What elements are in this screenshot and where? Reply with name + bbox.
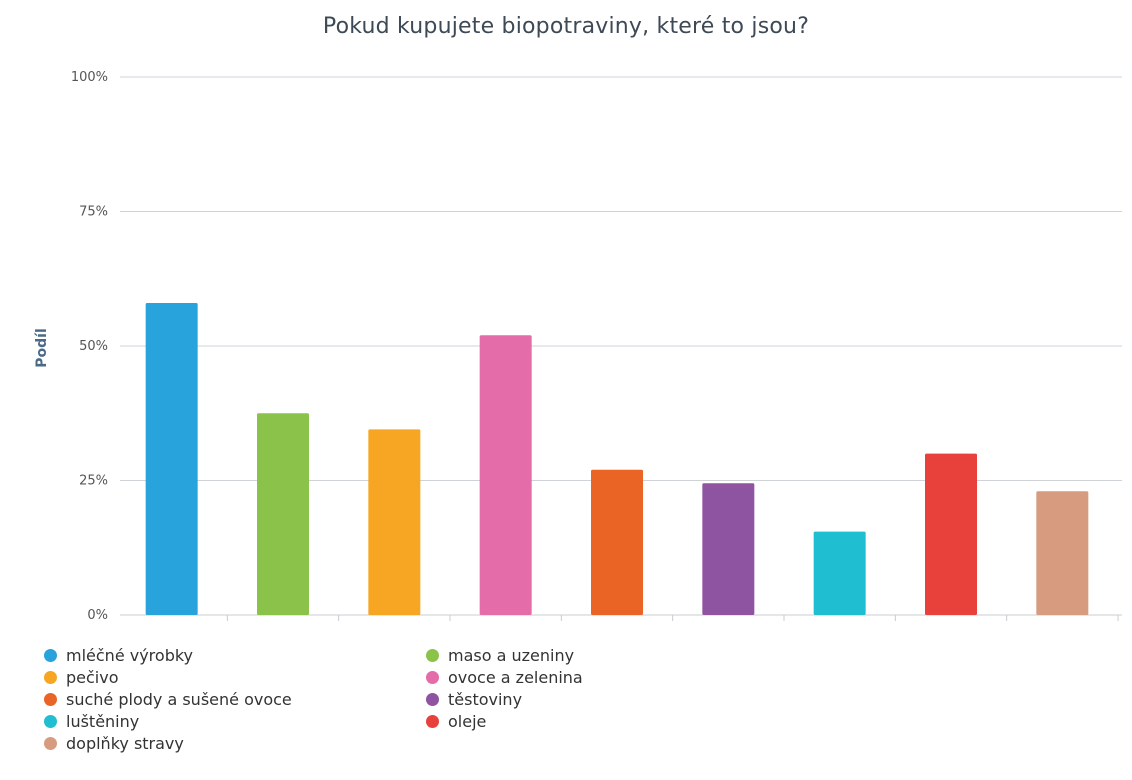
legend-label: luštěniny (66, 711, 140, 731)
bar-8[interactable]: oleje (925, 453, 977, 615)
bar-2[interactable]: maso a uzeniny (257, 413, 309, 615)
legend-item[interactable]: mléčné výrobky (44, 644, 426, 666)
legend-item[interactable]: maso a uzeniny (426, 644, 664, 666)
legend-marker-icon (44, 648, 57, 662)
bar-4[interactable]: ovoce a zelenina (479, 335, 532, 615)
y-tick-label: 25% (79, 474, 108, 489)
legend-marker-icon (44, 736, 57, 750)
legend-label: těstoviny (448, 689, 523, 709)
bar-5[interactable]: suché plody a sušené ovoce (591, 469, 643, 615)
bar-1[interactable]: mléčné výrobky (145, 302, 198, 615)
y-axis-title: Podíl (34, 328, 50, 368)
legend-item[interactable]: doplňky stravy (44, 732, 426, 754)
legend-marker-icon (44, 670, 57, 684)
legend-label: ovoce a zelenina (448, 667, 583, 687)
legend-label: pečivo (66, 667, 119, 687)
bar-6[interactable]: těstoviny (702, 483, 755, 615)
y-tick-label: 100% (71, 70, 108, 85)
legend-item[interactable]: těstoviny (426, 688, 664, 710)
legend-marker-icon (426, 692, 439, 706)
bar-9[interactable]: doplňky stravy (1036, 491, 1089, 615)
chart-title: Pokud kupujete biopotraviny, které to js… (322, 14, 810, 39)
legend-item[interactable]: ovoce a zelenina (426, 666, 664, 688)
y-tick-label: 0% (87, 608, 108, 623)
legend-label: doplňky stravy (66, 733, 184, 753)
legend: mléčné výrobky maso a uzeniny pečivo ovoce … (44, 644, 664, 754)
legend-marker-icon (44, 714, 57, 728)
legend-label: suché plody a sušené ovoce (66, 689, 292, 709)
bar-3[interactable]: pečivo (368, 429, 421, 615)
y-tick-label: 50% (79, 339, 108, 354)
legend-label: maso a uzeniny (448, 645, 575, 665)
legend-item[interactable]: suché plody a sušené ovoce (44, 688, 426, 710)
legend-item[interactable]: luštěniny (44, 710, 426, 732)
legend-marker-icon (426, 648, 439, 662)
y-tick-label: 75% (79, 205, 108, 220)
legend-item[interactable]: oleje (426, 710, 664, 732)
legend-label: oleje (448, 711, 487, 731)
legend-marker-icon (426, 714, 439, 728)
legend-label: mléčné výrobky (66, 645, 194, 665)
legend-marker-icon (44, 692, 57, 706)
legend-item[interactable]: pečivo (44, 666, 426, 688)
legend-marker-icon (426, 670, 439, 684)
bar-7[interactable]: luštěniny (813, 531, 866, 615)
bar-chart: 0% 25% 50% 75% 100% Podíl mléčné výrobky maso a… (34, 70, 1122, 623)
